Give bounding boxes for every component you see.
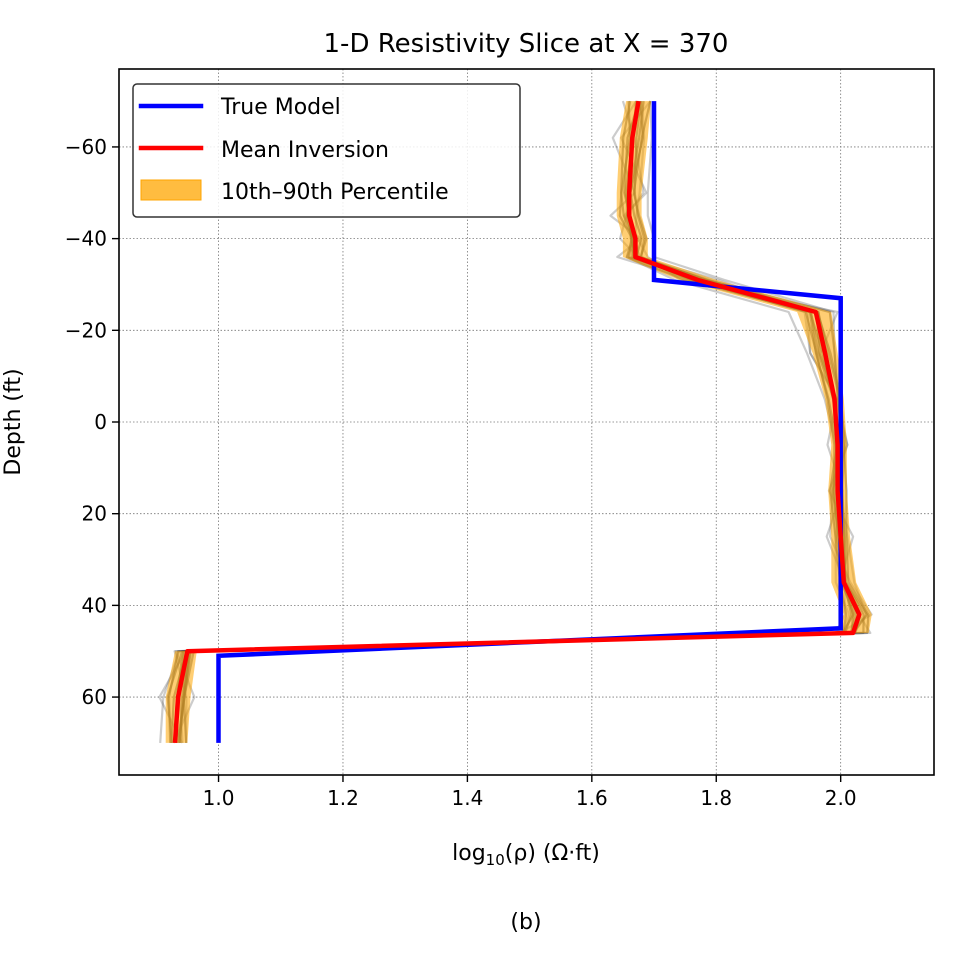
x-tick-label: 1.6 <box>576 786 608 810</box>
y-axis-label: Depth (ft) <box>1 368 26 475</box>
x-axis-label-log: log <box>452 841 486 866</box>
x-tick-label: 1.8 <box>700 786 732 810</box>
chart-title: 1-D Resistivity Slice at X = 370 <box>324 29 729 59</box>
data-lines <box>172 100 862 744</box>
y-tick-label: −60 <box>65 135 107 159</box>
true-model-line <box>216 101 843 743</box>
y-tick-label: 20 <box>82 502 107 526</box>
legend-percentile-swatch <box>140 179 202 201</box>
x-axis-label-sub: 10 <box>486 851 505 869</box>
legend-mean-inversion-label: Mean Inversion <box>221 138 389 163</box>
y-tick-label: 60 <box>82 685 107 709</box>
x-tick-label: 1.0 <box>203 786 235 810</box>
x-axis-label-rest: (ρ) (Ω·ft) <box>505 841 600 866</box>
x-axis-label: log10(ρ) (Ω·ft) <box>452 841 600 869</box>
x-tick-label: 1.4 <box>451 786 483 810</box>
x-tick-label: 2.0 <box>825 786 857 810</box>
figure-caption: (b) <box>510 910 541 935</box>
y-tick-label: −20 <box>65 318 107 342</box>
legend-percentile-label: 10th–90th Percentile <box>221 180 449 205</box>
legend-box <box>132 83 521 218</box>
legend-true-model-label: True Model <box>220 95 341 120</box>
legend: True Model Mean Inversion 10th–90th Perc… <box>132 83 521 218</box>
y-tick-label: 40 <box>82 593 107 617</box>
mean-inversion-line <box>172 100 862 744</box>
x-tick-label: 1.2 <box>327 786 359 810</box>
y-tick-label: −40 <box>65 227 107 251</box>
axis-ticks: 1.0 1.2 1.4 1.6 1.8 2.0 −60 −40 −20 0 20 40 60 <box>65 135 857 810</box>
y-tick-label: 0 <box>94 410 107 434</box>
